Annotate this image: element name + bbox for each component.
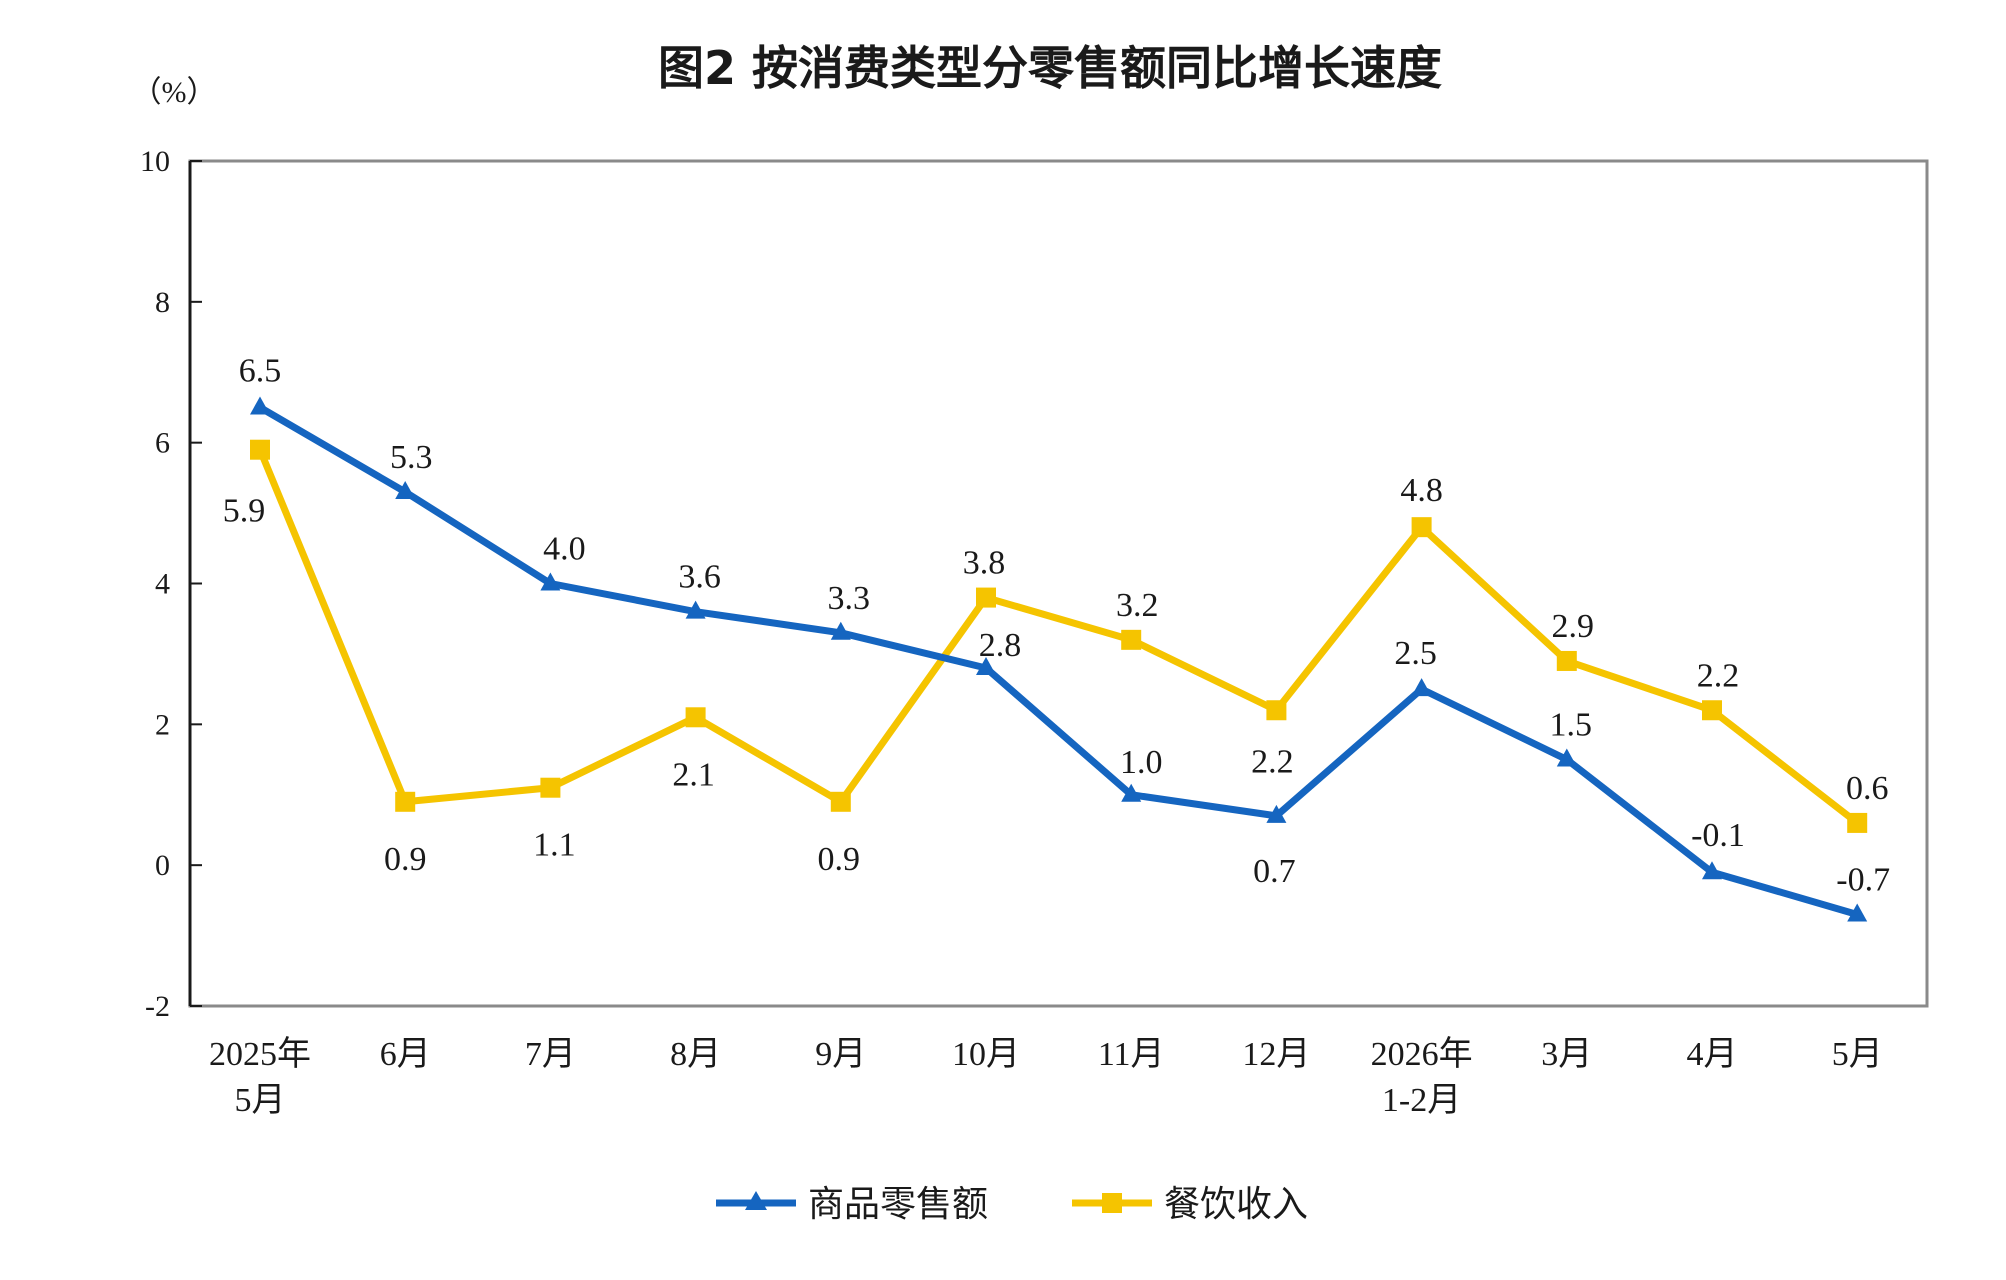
catering-point-marker — [1266, 700, 1287, 721]
retail-point-marker — [1266, 804, 1287, 823]
catering-data-label: 2.2 — [1251, 743, 1294, 780]
legend: 商品零售额 餐饮收入 — [716, 1184, 1308, 1225]
catering-data-label: 2.2 — [1697, 657, 1740, 694]
retail-data-label: 1.5 — [1550, 707, 1593, 744]
catering-data-label: 2.1 — [672, 756, 715, 793]
series-line-retail — [256, 403, 1861, 918]
catering-data-label: 2.9 — [1552, 608, 1595, 645]
retail-point-marker — [1847, 903, 1868, 922]
catering-point-marker — [685, 707, 706, 728]
series-layer — [250, 396, 1868, 922]
catering-point-marker — [1411, 517, 1432, 538]
retail-data-label: -0.7 — [1836, 861, 1890, 898]
y-tick-label: 6 — [155, 427, 170, 460]
catering-data-label: 3.2 — [1116, 587, 1159, 624]
x-tick-label: 9月 — [815, 1036, 866, 1073]
catering-data-label: 4.8 — [1400, 472, 1443, 509]
catering-data-label: 1.1 — [533, 827, 576, 864]
x-tick-label: 5月 — [1832, 1036, 1883, 1073]
catering-point-marker — [250, 439, 270, 460]
retail-point-marker — [830, 621, 851, 640]
legend-label-retail: 商品零售额 — [808, 1184, 988, 1225]
x-tick-label: 4月 — [1687, 1036, 1738, 1073]
retail-data-label: 4.0 — [543, 531, 586, 568]
retail-point-marker — [976, 657, 996, 675]
y-unit-label: （%） — [132, 76, 217, 109]
x-tick-label: 2026年 — [1371, 1035, 1473, 1073]
x-tick-label: 12月 — [1242, 1036, 1310, 1073]
catering-point-marker — [1121, 629, 1142, 650]
x-axis: 2025年 5月 6月 7月 8月 9月 10月 11月 12月 2026年 1-2月 3月 4月 5月 — [209, 1035, 1883, 1119]
retail-data-label: 3.3 — [828, 580, 871, 617]
legend-marker-catering — [1102, 1193, 1122, 1213]
retail-data-label: 2.8 — [979, 627, 1022, 664]
x-tick-label: 6月 — [380, 1036, 431, 1073]
y-axis: 10 8 6 4 2 0 -2 — [140, 145, 202, 1023]
retail-data-label: 2.5 — [1394, 635, 1437, 672]
plot-area-frame — [188, 159, 1929, 1008]
retail-point-marker — [1121, 783, 1142, 802]
x-tick-label: 11月 — [1098, 1036, 1165, 1073]
series-line-catering — [256, 446, 1861, 827]
data-labels-layer: 6.5 5.3 4.0 3.6 3.3 2.8 1.0 0.7 2.5 1.5 -0.1 -0.7 5.… — [223, 352, 1890, 898]
retail-point-marker — [1411, 678, 1432, 697]
chart-title: 图2 按消费类型分零售额同比增长速度 — [658, 41, 1442, 95]
catering-point-marker — [1847, 812, 1868, 833]
retail-data-label: 6.5 — [239, 352, 282, 389]
x-tick-label: 8月 — [670, 1036, 721, 1073]
retail-point-marker — [685, 600, 706, 619]
y-tick-label: -2 — [145, 990, 170, 1023]
retail-data-label: 3.6 — [678, 559, 721, 596]
retail-point-marker — [250, 396, 270, 415]
x-tick-label: 3月 — [1541, 1036, 1592, 1073]
catering-data-label: 0.6 — [1846, 770, 1889, 807]
catering-data-label: 5.9 — [223, 493, 266, 530]
retail-data-label: 5.3 — [390, 439, 433, 476]
catering-point-marker — [830, 791, 851, 812]
x-tick-label: 1-2月 — [1382, 1082, 1461, 1119]
x-tick-label: 5月 — [235, 1082, 286, 1119]
retail-point-marker — [540, 572, 561, 591]
retail-data-label: 0.7 — [1253, 853, 1296, 890]
y-tick-label: 10 — [140, 145, 170, 178]
catering-point-marker — [540, 777, 561, 798]
legend-label-catering: 餐饮收入 — [1164, 1184, 1308, 1225]
y-tick-label: 8 — [155, 286, 170, 319]
catering-data-label: 0.9 — [384, 841, 427, 878]
catering-point-marker — [976, 587, 996, 608]
catering-point-marker — [1556, 650, 1577, 671]
y-tick-label: 4 — [155, 568, 170, 601]
retail-point-marker — [1702, 861, 1722, 880]
catering-data-label: 3.8 — [963, 545, 1006, 582]
retail-data-label: 1.0 — [1120, 744, 1163, 781]
y-tick-label: 2 — [155, 708, 170, 741]
retail-data-label: -0.1 — [1691, 817, 1745, 854]
retail-point-marker — [1556, 748, 1577, 767]
x-tick-label: 2025年 — [209, 1035, 311, 1073]
legend-marker-retail — [745, 1191, 767, 1210]
retail-point-marker — [395, 480, 416, 499]
catering-point-marker — [395, 791, 416, 812]
x-tick-label: 7月 — [525, 1036, 576, 1073]
catering-data-label: 0.9 — [818, 841, 861, 878]
y-tick-label: 0 — [155, 849, 170, 882]
catering-point-marker — [1702, 700, 1722, 721]
x-tick-label: 10月 — [952, 1036, 1020, 1073]
